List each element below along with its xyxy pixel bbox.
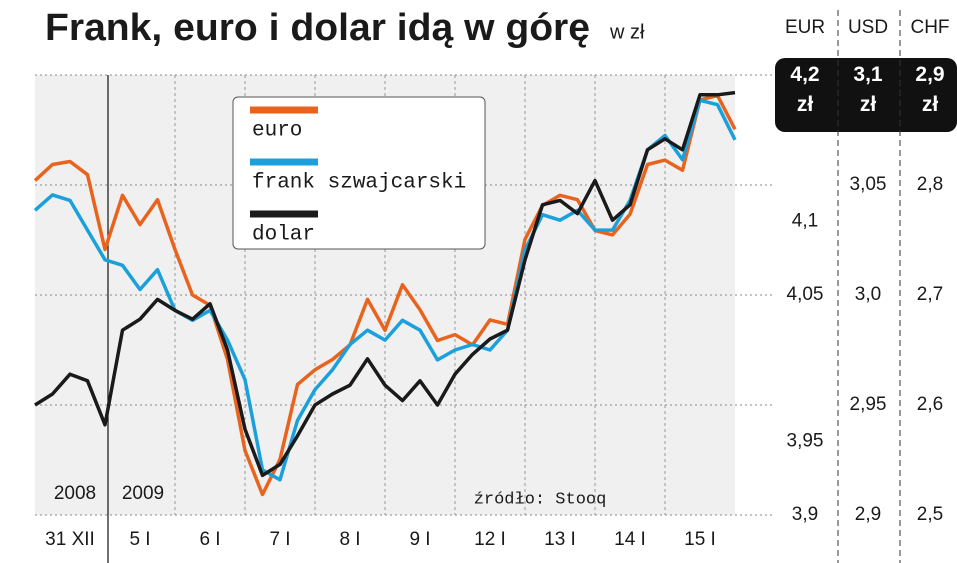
y-tick-label: 4,1 [792,211,818,232]
y-tick-label: 2,9 [855,504,881,525]
series-line [34,90,736,478]
y-tick-label-box: 2,9 zł [915,63,945,116]
y-tick-label: 2,7 [917,284,943,305]
y-tick-label: 3,1 zł [853,63,883,116]
x-tick-label: 15 I [684,529,716,550]
lines-layer [33,90,737,497]
x-tick-label: 13 I [544,529,576,550]
x-tick-label: 31 XII [45,529,95,550]
year-label: 2008 [54,483,96,504]
y-tick-label: 2,6 [917,394,943,415]
y-tick-label: 2,8 [917,174,943,195]
current-value-box [775,58,957,132]
legend-label: dolar [252,224,315,247]
y-tick-label-box: 4,2 zł [790,63,820,116]
y-tick-label-box: 3,1 zł [853,63,883,116]
x-tick-label: 14 I [614,529,646,550]
x-tick-label: 12 I [474,529,506,550]
x-tick-label: 7 I [269,529,290,550]
y-tick-label: 2,9 zł [915,63,945,116]
y-tick-label: 3,9 [792,504,818,525]
y-tick-label: 3,05 [850,174,887,195]
x-tick-label: 8 I [339,529,360,550]
axis-header: CHF [910,17,949,38]
x-tick-label: 5 I [129,529,150,550]
y-tick-label: 2,95 [850,394,887,415]
chart-title: Frank, euro i dolar idą w górę [45,7,590,49]
y-tick-label: 3,95 [787,431,824,452]
x-tick-label: 6 I [199,529,220,550]
x-tick-label: 9 I [409,529,430,550]
y-tick-label: 4,2 zł [790,63,820,116]
series-line [33,98,737,482]
axis-header: EUR [785,17,825,38]
y-tick-label: 4,05 [787,284,824,305]
axis-header: USD [848,17,888,38]
chart-subtitle: w zł [609,21,645,43]
year-label: 2009 [122,483,164,504]
y-tick-label: 2,5 [917,504,943,525]
source-note: źródło: Stooq [474,490,607,509]
legend-label: euro [252,120,302,143]
y-tick-label: 3,0 [855,284,881,305]
series-line [33,93,737,497]
legend-label: frank szwajcarski [252,172,466,195]
